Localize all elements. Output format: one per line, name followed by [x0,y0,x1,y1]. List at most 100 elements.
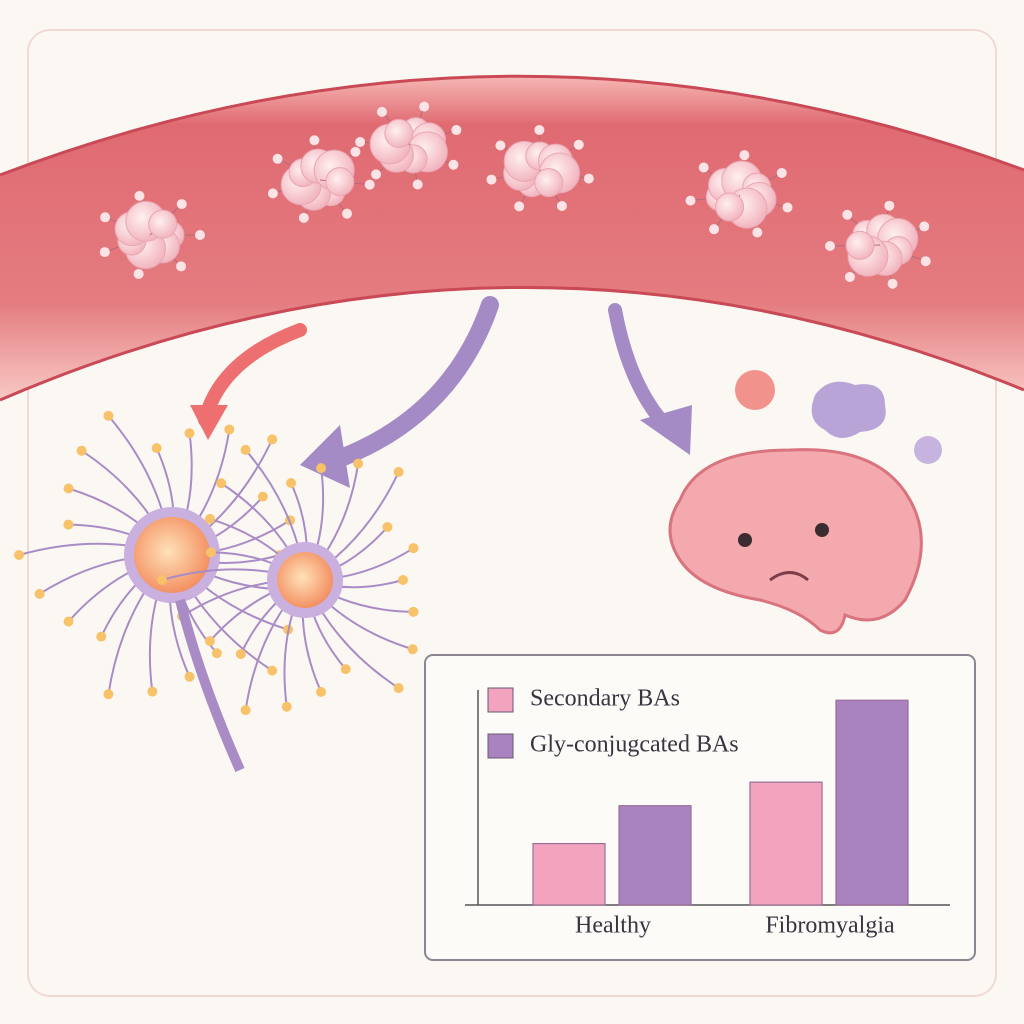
cluster-bead [272,153,283,164]
cluster-bead [534,125,545,136]
cluster-cell [534,168,564,198]
synapse [408,606,419,617]
synapse [393,466,404,477]
cluster-bead [709,224,720,235]
cluster-bead [355,136,366,147]
synapse [184,428,195,439]
pain-icon [735,370,775,410]
virus-icon [914,436,942,464]
cluster-bead [451,125,462,136]
legend-label: Gly-conjugcated BAs [530,732,739,758]
cluster-bead [267,188,278,199]
synapse [34,588,45,599]
synapse [103,689,114,700]
cluster-bead [376,106,387,117]
synapse [216,478,227,489]
cluster-bead [920,256,931,267]
cluster-bead [412,179,423,190]
synapse [63,519,74,530]
cluster-bead [842,209,853,220]
cluster-cell [845,230,875,260]
synapse [340,664,351,675]
synapse [204,513,215,524]
synapse [267,434,278,445]
brain-eye [815,523,829,537]
cluster-bead [195,230,205,240]
cluster-bead [685,195,696,206]
synapse [267,665,278,676]
synapse [240,705,251,716]
frame [27,29,997,997]
synapse [151,443,162,454]
synapse [286,477,297,488]
synapse [257,491,268,502]
cluster-bead [573,139,584,150]
synapse [316,686,327,697]
synapse [316,463,327,474]
synapse [224,424,235,435]
synapse [240,444,251,455]
cluster-bead [350,146,361,157]
x-tick-label: Healthy [575,913,651,939]
synapse [147,686,158,697]
synapse [211,648,222,659]
vessel-wall [0,74,1024,177]
synapse [76,445,87,456]
cluster-bead [887,278,898,289]
bar [749,781,823,906]
cluster-bead [583,173,594,184]
cluster-bead [556,200,567,211]
cluster-bead [134,190,145,201]
synapse [14,550,24,560]
cluster-bead [884,200,895,211]
nucleus [277,552,333,608]
cluster-bead [776,167,787,178]
cluster-bead [419,101,430,112]
cluster-bead [448,159,459,170]
bar [618,805,692,906]
bar-chart: Secondary BAs Gly-conjugcated BAs Healthy F… [465,686,950,939]
cluster-bead [782,202,793,213]
synapse [398,575,408,585]
synapse [204,636,215,647]
arrow-head [640,405,692,455]
synapse [205,547,216,558]
cluster-bead [495,140,506,151]
synapse [281,701,292,712]
cluster-bead [371,169,382,180]
thought-cloud [811,381,886,439]
cluster-cell [148,209,178,239]
synapse [63,616,74,627]
synapse [96,631,107,642]
arrow [321,296,499,471]
synapse [393,683,404,694]
brain-eye [738,533,752,547]
synapse [184,671,195,682]
bar [835,699,909,906]
synapse [103,410,114,421]
synapse [382,522,393,533]
cluster-bead [100,212,111,223]
cluster-bead [752,227,763,238]
nucleus [134,517,210,593]
arrow-head [190,405,228,440]
legend-swatch [487,733,514,759]
bar [532,842,606,906]
synapse [235,649,246,660]
vessel-wall [0,285,1024,402]
arrow-head [300,425,350,488]
cluster-bead [176,261,187,272]
cluster-cell [384,118,414,148]
cluster-bead [99,247,110,258]
cluster-bead [514,201,525,212]
cluster-bead [486,174,497,185]
cluster-bead [342,208,353,219]
cluster-bead [133,268,144,279]
legend-label: Secondary BAs [530,686,680,712]
cluster-bead [309,135,320,146]
brain-mouth [769,571,809,582]
legend-swatch [487,687,514,713]
brain [668,448,923,635]
